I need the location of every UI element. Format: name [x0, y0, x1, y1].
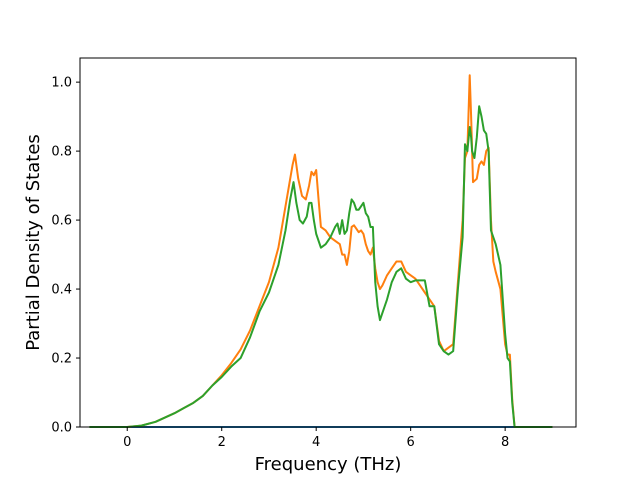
- x-tick-label: 4: [312, 435, 320, 450]
- y-axis-label: Partial Density of States: [23, 134, 44, 351]
- series-line-2: [89, 74, 553, 428]
- y-tick-label: 0.2: [51, 352, 72, 367]
- x-tick-label: 6: [407, 435, 415, 450]
- plot-frame: [79, 57, 577, 428]
- x-tick-label: 8: [501, 435, 509, 450]
- x-tick-label: 2: [218, 435, 226, 450]
- ticks-layer: 0 2 4 6 8 0.0 0.2 0.4 0.6 0.8 1.0: [51, 76, 509, 450]
- series-layer: [89, 74, 553, 428]
- series-line-3: [89, 105, 553, 428]
- x-axis-label: Frequency (THz): [255, 454, 402, 475]
- y-tick-label: 0.0: [51, 421, 72, 436]
- y-tick-label: 1.0: [51, 76, 72, 91]
- y-tick-label: 0.8: [51, 145, 72, 160]
- y-tick-label: 0.4: [51, 283, 72, 298]
- y-tick-label: 0.6: [51, 214, 72, 229]
- x-tick-label: 0: [123, 435, 131, 450]
